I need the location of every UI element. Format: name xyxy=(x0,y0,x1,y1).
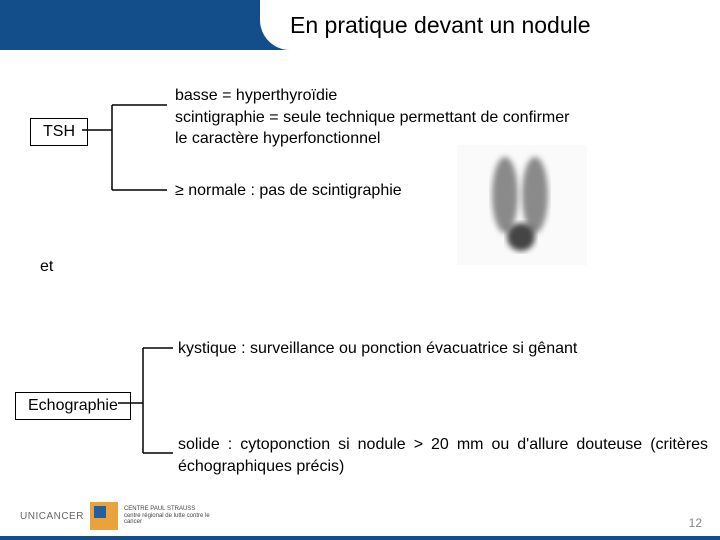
tsh-label-box: TSH xyxy=(30,118,88,146)
page-title: En pratique devant un nodule xyxy=(290,12,591,39)
echo-branch2-text: solide : cytoponction si nodule > 20 mm … xyxy=(178,436,708,475)
tsh-branch1-line3: le caractère hyperfonctionnel xyxy=(175,128,705,150)
tsh-branch2-text: ≥ normale : pas de scintigraphie xyxy=(175,182,402,199)
echo-branch1-text: kystique : surveillance ou ponction évac… xyxy=(178,340,577,357)
tsh-label: TSH xyxy=(43,123,75,140)
tsh-branch1: basse = hyperthyroïdie scintigraphie = s… xyxy=(175,85,705,150)
footer-logos: UNICANCER CENTRE PAUL STRAUSS centre rég… xyxy=(20,502,224,530)
echo-label: Echographie xyxy=(28,397,118,414)
echo-label-box: Echographie xyxy=(15,392,131,420)
logo-cps-text: CENTRE PAUL STRAUSS centre régional de l… xyxy=(124,506,224,526)
page-number: 12 xyxy=(689,516,702,530)
logo-cps-icon xyxy=(90,502,118,530)
echo-branch1: kystique : surveillance ou ponction évac… xyxy=(178,338,708,360)
footer-bar xyxy=(0,536,720,540)
tsh-branch1-line2: scintigraphie = seule technique permetta… xyxy=(175,107,705,129)
connector-et: et xyxy=(40,258,53,276)
echo-branch2: solide : cytoponction si nodule > 20 mm … xyxy=(178,434,708,477)
scintigraphy-image xyxy=(457,145,587,265)
logo-unicancer: UNICANCER xyxy=(20,511,84,522)
title-bar: En pratique devant un nodule xyxy=(0,0,720,50)
title-white-area: En pratique devant un nodule xyxy=(260,0,720,50)
tsh-branch1-line1: basse = hyperthyroïdie xyxy=(175,85,705,107)
tsh-connector xyxy=(82,95,172,205)
